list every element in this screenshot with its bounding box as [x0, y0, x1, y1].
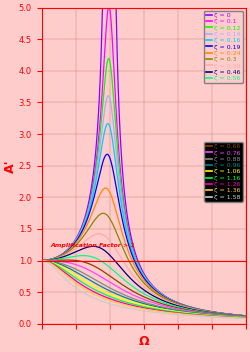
- X-axis label: Ω: Ω: [138, 335, 149, 348]
- Y-axis label: A': A': [4, 159, 17, 172]
- Text: Amplification Factor > 1: Amplification Factor > 1: [50, 243, 135, 247]
- Legend: ζ = 0.66, ζ = 0.76, ζ = 0.88, ζ = 0.96, ζ = 1.06, ζ = 1.16, ζ = 1.26, ζ = 1.36, : ζ = 0.66, ζ = 0.76, ζ = 0.88, ζ = 0.96, …: [204, 142, 243, 202]
